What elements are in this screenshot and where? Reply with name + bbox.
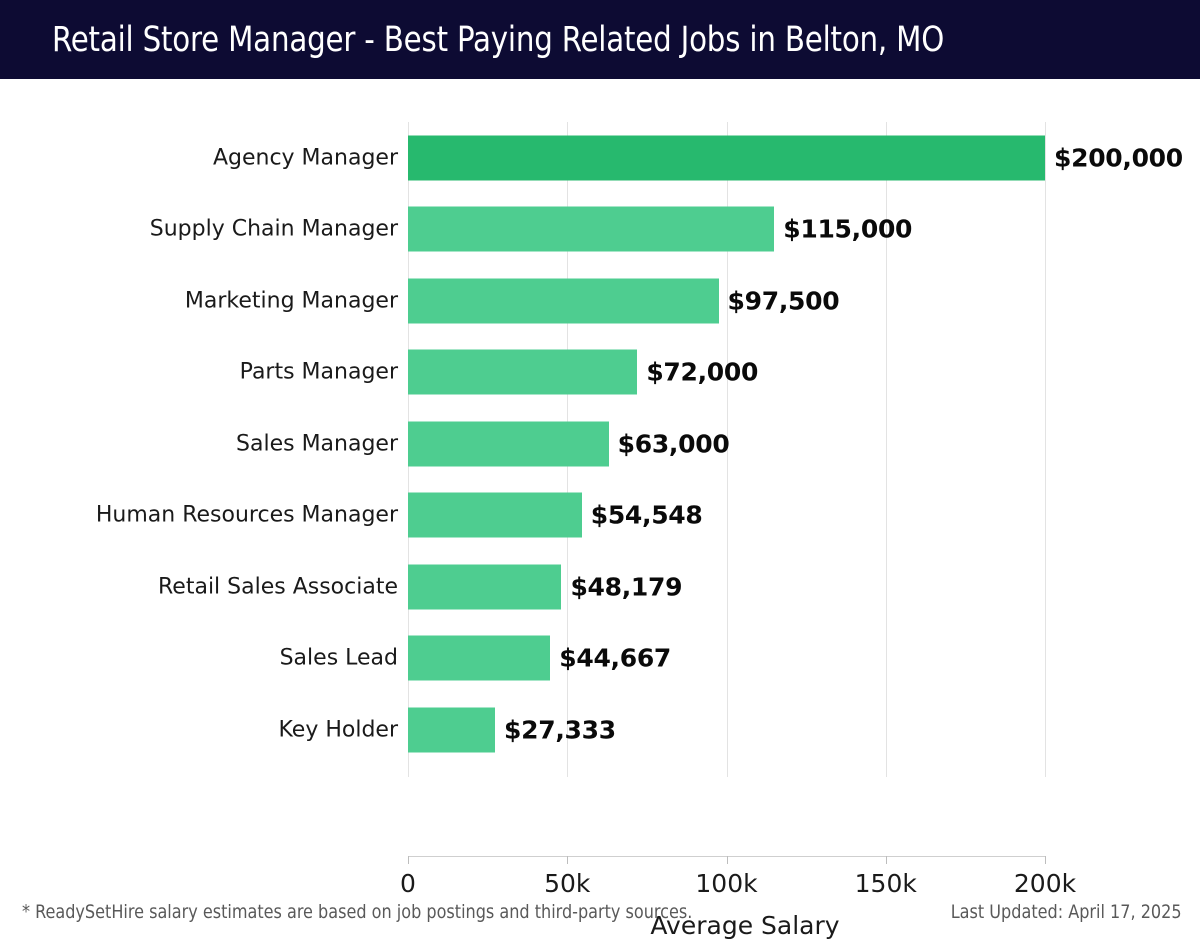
x-tick-label-100k: 100k bbox=[695, 869, 758, 898]
footer-last-updated: Last Updated: April 17, 2025 bbox=[951, 901, 1182, 923]
chart-row: Marketing Manager $97,500 bbox=[0, 265, 1200, 337]
bar-key-holder[interactable] bbox=[408, 707, 496, 753]
header-bar: Retail Store Manager - Best Paying Relat… bbox=[0, 0, 1200, 79]
x-tick-label-150k: 150k bbox=[854, 869, 917, 898]
bar-sales-lead[interactable] bbox=[408, 635, 551, 681]
chart-row: Sales Manager $63,000 bbox=[0, 408, 1200, 480]
bar-human-resources-manager[interactable] bbox=[408, 492, 582, 538]
bar-value-label: $115,000 bbox=[783, 214, 913, 244]
tick-mark-100k bbox=[726, 856, 728, 864]
category-label-sales-lead: Sales Lead bbox=[279, 645, 398, 671]
category-label-retail-sales-associate: Retail Sales Associate bbox=[158, 574, 398, 600]
bar-value-label: $63,000 bbox=[617, 429, 730, 459]
bar-chart: Agency Manager $200,000 Supply Chain Manag… bbox=[0, 79, 1200, 940]
bar-value-label: $200,000 bbox=[1054, 143, 1183, 173]
chart-row: Supply Chain Manager $115,000 bbox=[0, 194, 1200, 266]
tick-mark-50k bbox=[567, 856, 569, 864]
x-tick-label-200k: 200k bbox=[1013, 869, 1077, 898]
x-axis-title-label: Average Salary bbox=[650, 911, 840, 940]
x-tick-label-0: 0 bbox=[400, 869, 416, 898]
bar-supply-chain-manager[interactable] bbox=[408, 206, 775, 252]
chart-row: Key Holder $27,333 bbox=[0, 694, 1200, 766]
bar-value-label: $48,179 bbox=[570, 572, 683, 602]
bar-value-label: $97,500 bbox=[727, 286, 840, 316]
bar-value-label: $54,548 bbox=[590, 500, 703, 530]
category-label-sales-manager: Sales Manager bbox=[236, 431, 398, 457]
category-label-agency-manager: Agency Manager bbox=[212, 145, 398, 171]
bar-marketing-manager[interactable] bbox=[408, 278, 719, 324]
chart-row: Retail Sales Associate $48,179 bbox=[0, 551, 1200, 623]
x-tick-label-50k: 50k bbox=[544, 869, 591, 898]
tick-mark-0 bbox=[408, 856, 409, 864]
footer-disclaimer: * ReadySetHire salary estimates are base… bbox=[22, 901, 693, 923]
chart-row: Agency Manager $200,000 bbox=[0, 122, 1200, 194]
category-label-supply-chain-manager: Supply Chain Manager bbox=[149, 216, 398, 242]
bar-value-label: $27,333 bbox=[504, 715, 616, 745]
chart-row: Parts Manager $72,000 bbox=[0, 337, 1200, 409]
gridline-150k bbox=[885, 122, 887, 777]
bar-value-label: $44,667 bbox=[559, 643, 672, 673]
bar-agency-manager[interactable] bbox=[408, 135, 1045, 181]
bar-retail-sales-associate[interactable] bbox=[408, 564, 562, 610]
tick-mark-200k bbox=[1045, 856, 1046, 864]
chart-row: Human Resources Manager $54,548 bbox=[0, 480, 1200, 552]
bar-value-label: $72,000 bbox=[646, 357, 759, 387]
category-label-marketing-manager: Marketing Manager bbox=[184, 288, 398, 314]
category-label-key-holder: Key Holder bbox=[278, 717, 398, 743]
category-label-parts-manager: Parts Manager bbox=[239, 359, 398, 385]
gridline-200k bbox=[1045, 122, 1046, 777]
bar-sales-manager[interactable] bbox=[408, 421, 609, 467]
tick-mark-150k bbox=[885, 856, 887, 864]
gridline-100k bbox=[726, 122, 728, 777]
bar-parts-manager[interactable] bbox=[408, 349, 638, 395]
x-axis-title: Average Salary bbox=[0, 911, 1200, 940]
page-title: Retail Store Manager - Best Paying Relat… bbox=[52, 19, 945, 60]
category-label-human-resources-manager: Human Resources Manager bbox=[95, 502, 398, 528]
chart-row: Sales Lead $44,667 bbox=[0, 623, 1200, 695]
